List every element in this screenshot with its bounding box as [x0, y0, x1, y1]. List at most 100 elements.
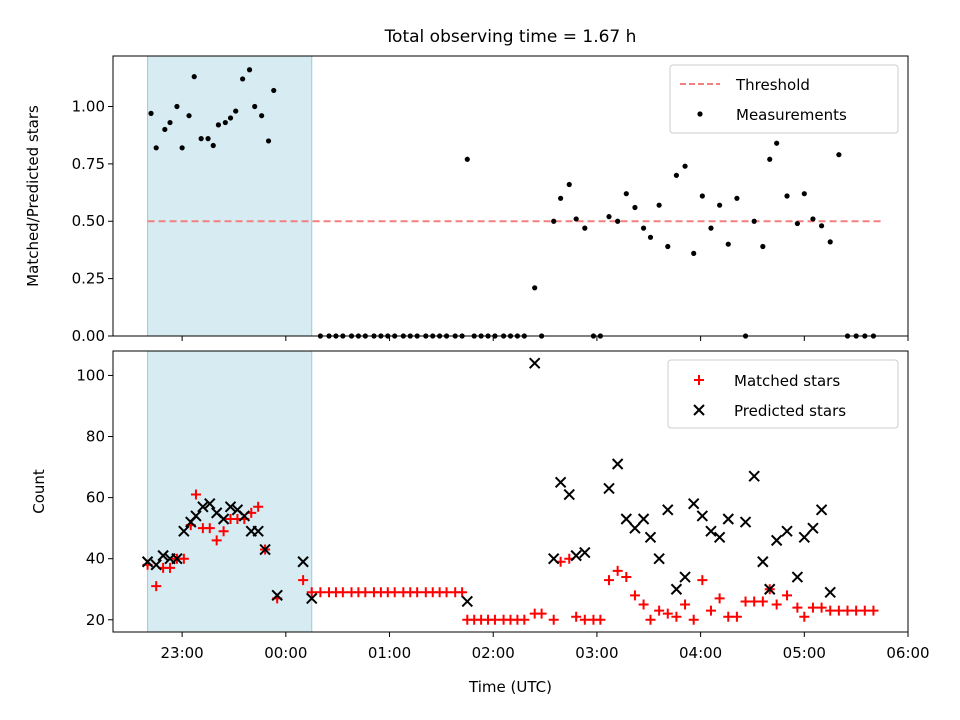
- measurement-point: [240, 76, 246, 82]
- measurement-point: [751, 218, 757, 224]
- x-tick-label: 23:00: [161, 644, 204, 662]
- matched-point: [360, 587, 371, 598]
- predicted-point: [259, 543, 271, 556]
- predicted-point: [748, 470, 760, 482]
- bottom-y-tick-label: 100: [76, 366, 105, 384]
- predicted-point: [653, 552, 665, 565]
- predicted-point: [171, 552, 183, 565]
- measurement-point: [566, 181, 572, 188]
- count-panel: 20 40 60 80 100 23:00 00:00 01:00 02:00 03:00 04:…: [30, 350, 930, 696]
- predicted-point: [757, 556, 769, 568]
- measurement-point: [810, 216, 816, 222]
- predicted-point: [705, 525, 717, 537]
- predicted-point: [217, 513, 230, 525]
- matched-point: [178, 553, 189, 564]
- matched-point: [662, 608, 673, 619]
- matched-point: [680, 599, 691, 610]
- predicted-point: [670, 583, 683, 595]
- measurement-point: [784, 193, 790, 199]
- x-tick-label: 01:00: [368, 644, 411, 662]
- measurement-point: [215, 122, 222, 128]
- predicted-point: [603, 482, 615, 495]
- matched-point: [792, 602, 803, 613]
- predicted-point: [306, 592, 318, 605]
- measurement-point: [233, 108, 239, 114]
- matched-point: [306, 587, 317, 598]
- ratio-panel: 0.00 0.25 0.50 0.75 1.00 Total observing tim…: [24, 27, 909, 345]
- measurement-point: [656, 202, 662, 208]
- matched-point: [337, 587, 348, 598]
- matched-point: [548, 614, 559, 625]
- bottom-y-tick-label: 20: [86, 611, 105, 629]
- matched-point: [579, 614, 590, 625]
- predicted-point: [563, 488, 575, 501]
- top-y-tick-label: 0.00: [72, 327, 105, 345]
- bottom-highlight-span: [147, 350, 313, 633]
- matched-point: [536, 608, 547, 619]
- predicted-point: [713, 531, 726, 544]
- measurement-point: [606, 214, 612, 220]
- measurement-point: [162, 126, 168, 133]
- measurement-point: [717, 202, 723, 208]
- measurement-point: [464, 156, 470, 162]
- measurement-point: [179, 145, 185, 151]
- measurement-point: [191, 74, 197, 80]
- matched-point: [723, 611, 734, 622]
- bottom-y-tick-label: 60: [86, 489, 105, 507]
- measurement-point: [708, 225, 714, 231]
- matched-point: [441, 587, 452, 598]
- measurement-point: [760, 243, 766, 250]
- matched-point: [638, 599, 649, 610]
- measurement-point: [252, 103, 258, 110]
- measurement-point: [205, 136, 211, 142]
- matched-point: [489, 614, 500, 625]
- matched-point: [211, 535, 222, 546]
- measurement-point: [227, 115, 234, 121]
- bottom-legend: Matched stars Predicted stars: [667, 359, 899, 429]
- matched-point: [697, 575, 708, 586]
- measurement-point: [682, 163, 688, 169]
- measurement-point: [767, 156, 773, 162]
- matched-point: [621, 572, 632, 583]
- measurement-point: [632, 204, 638, 211]
- predicted-point: [238, 510, 251, 522]
- predicted-point: [696, 510, 709, 522]
- legend-measurements-swatch: [697, 111, 703, 117]
- matched-point: [714, 593, 725, 604]
- predicted-point: [644, 531, 657, 544]
- matched-point: [799, 611, 810, 622]
- measurement-point: [665, 243, 671, 250]
- x-tick-label: 04:00: [679, 644, 722, 662]
- measurement-point: [198, 136, 204, 142]
- measurement-point: [153, 145, 159, 151]
- bottom-y-axis-label: Count: [30, 469, 48, 514]
- predicted-point: [687, 498, 700, 510]
- measurement-point: [186, 113, 192, 119]
- measurement-point: [222, 119, 228, 126]
- predicted-point: [190, 510, 202, 522]
- matched-point: [859, 605, 870, 616]
- measurement-point: [532, 285, 538, 291]
- measurement-point: [836, 152, 842, 158]
- predicted-point: [157, 549, 169, 562]
- chart-title: Total observing time = 1.67 h: [384, 27, 637, 47]
- predicted-point: [528, 357, 541, 369]
- measurement-point: [734, 195, 740, 201]
- matched-marker: [694, 375, 704, 385]
- predicted-point: [739, 516, 752, 528]
- matched-point: [731, 611, 742, 622]
- predicted-point: [781, 525, 793, 537]
- predicted-point: [547, 552, 560, 565]
- matched-point: [412, 587, 423, 598]
- legend-threshold-label: Threshold: [735, 76, 810, 94]
- matched-point: [218, 526, 229, 537]
- matched-point: [868, 605, 879, 616]
- legend-predicted-label: Predicted stars: [734, 402, 846, 420]
- x-tick-label: 02:00: [472, 644, 515, 662]
- matched-point: [315, 587, 326, 598]
- measurement-point: [271, 87, 277, 94]
- x-tick-label: 06:00: [886, 644, 929, 662]
- x-tick-label: 03:00: [575, 644, 618, 662]
- matched-point: [165, 562, 176, 573]
- measurement-point: [801, 191, 807, 197]
